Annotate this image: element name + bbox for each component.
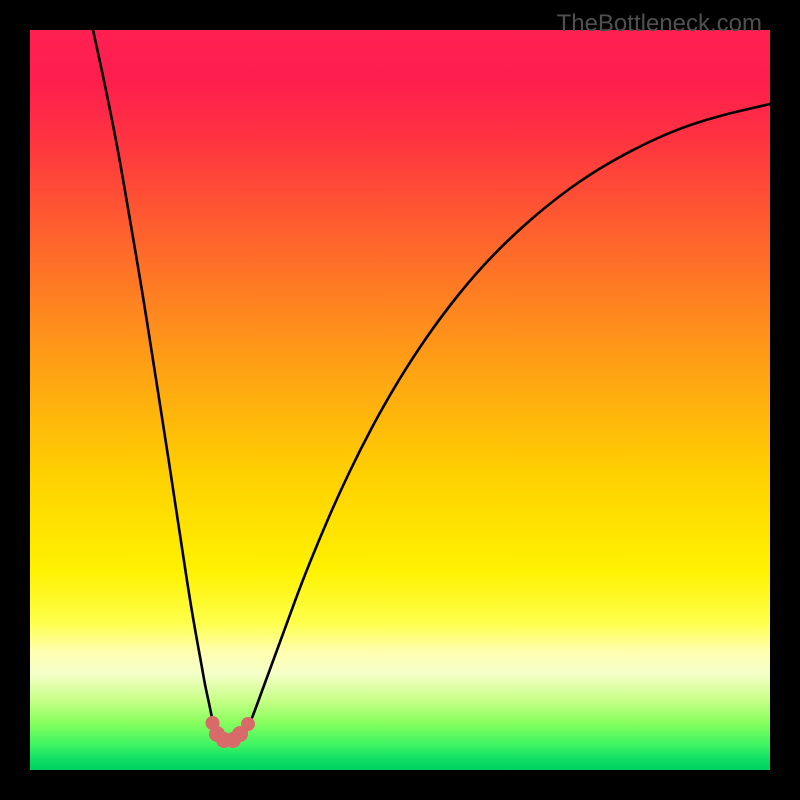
gradient-background [30, 30, 770, 770]
trough-marker [241, 717, 255, 731]
bottleneck-chart [30, 30, 770, 770]
chart-container: TheBottleneck.com [0, 0, 800, 800]
watermark-label: TheBottleneck.com [557, 10, 762, 38]
